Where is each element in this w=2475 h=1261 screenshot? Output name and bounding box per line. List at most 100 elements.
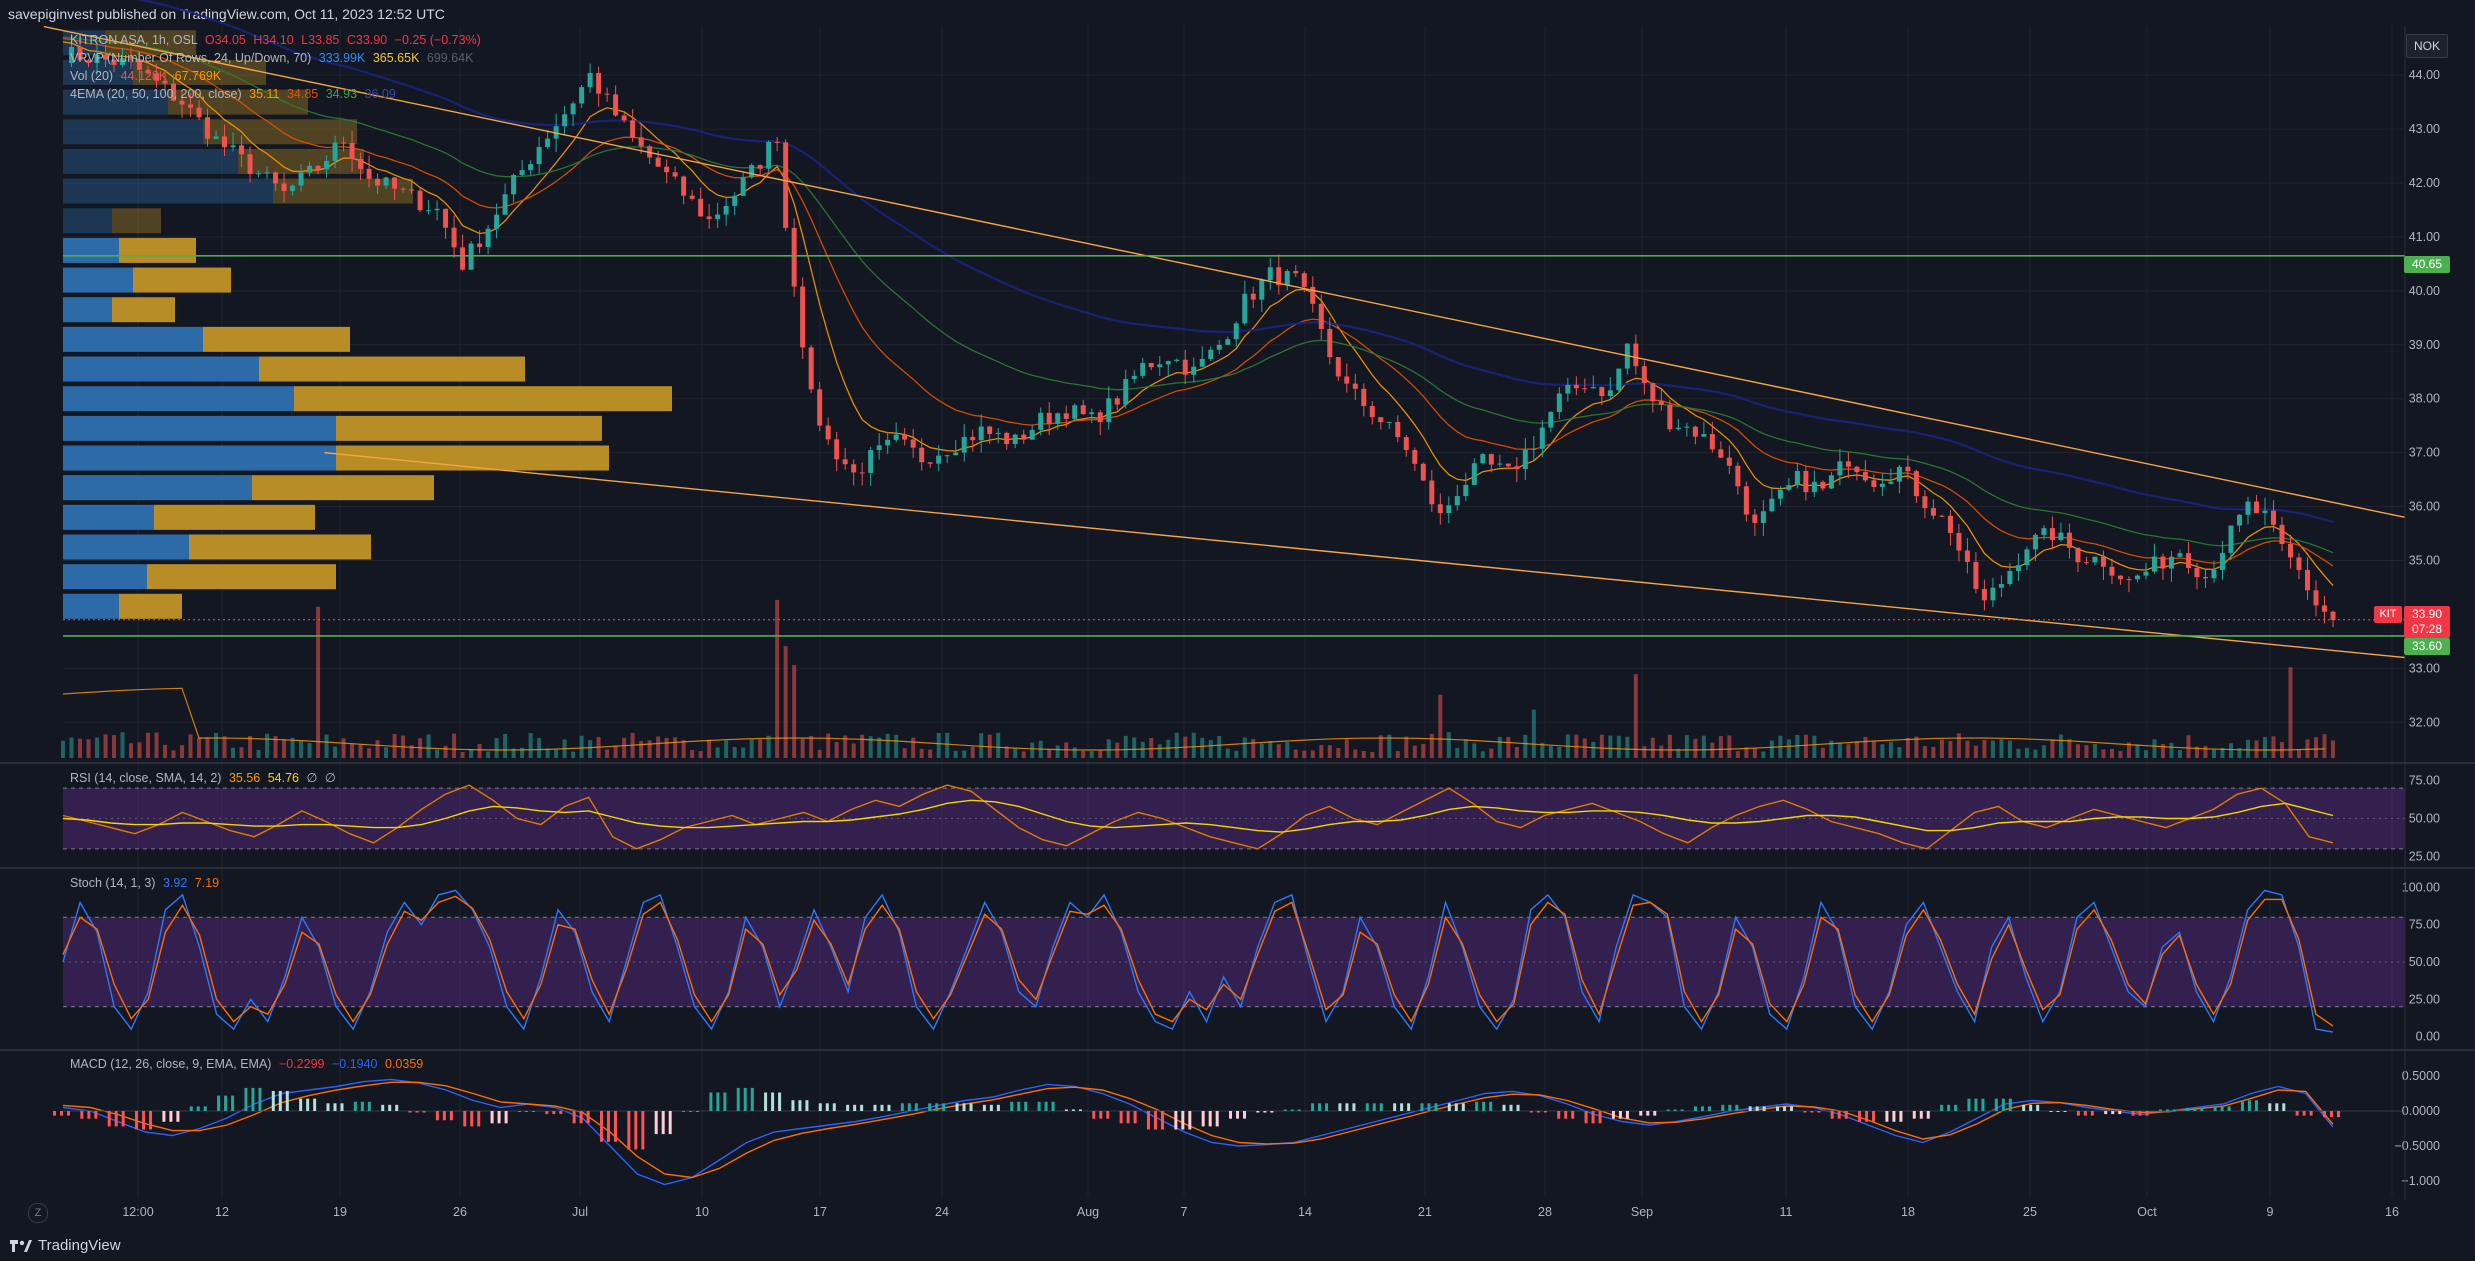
volume-bar — [188, 734, 193, 758]
candle-body — [2321, 605, 2327, 612]
y-tick-label: 0.00 — [2416, 1030, 2440, 1044]
y-tick-label: 35.00 — [2409, 553, 2440, 567]
volume-bar — [2211, 749, 2216, 758]
candle-body — [689, 195, 695, 199]
tradingview-brand[interactable]: TradingView — [10, 1237, 121, 1254]
volume-bar — [129, 743, 134, 758]
vrvp-down-bar — [273, 178, 413, 204]
x-tick-label: 19 — [333, 1205, 347, 1219]
volume-bar — [741, 747, 746, 758]
volume-bar — [843, 735, 848, 758]
candle-body — [1616, 368, 1622, 391]
volume-bar — [477, 744, 482, 758]
volume-bar — [1480, 751, 1485, 758]
volume-bar — [2322, 734, 2327, 758]
y-tick-label: 33.00 — [2409, 661, 2440, 675]
vol-ma-value: 67.769K — [174, 69, 222, 83]
candle-body — [2134, 575, 2140, 580]
low-value: L33.85 — [301, 33, 340, 47]
axes-labels: 12:00 12 19 26 Jul 10 17 24 Aug 7 14 21 28 Sep 11 18 25 O… — [122, 68, 2440, 1219]
volume-bar — [511, 748, 516, 758]
macd-histogram-bar — [1646, 1111, 1650, 1116]
stoch-legend[interactable]: Stoch (14, 1, 3) 3.92 7.19 — [70, 876, 219, 890]
volume-bar — [409, 745, 414, 758]
zoom-button[interactable]: Z — [28, 1203, 48, 1223]
volume-bar — [333, 746, 338, 758]
macd-histogram-bar — [1591, 1111, 1595, 1124]
macd-histogram-bar — [572, 1111, 576, 1124]
volume-bar — [248, 736, 253, 758]
candle-body — [213, 136, 219, 139]
candle-body — [1174, 359, 1180, 362]
candle-body — [1072, 405, 1078, 419]
symbol-name[interactable]: KITRON ASA, 1h, OSL — [70, 33, 198, 47]
candle-body — [808, 347, 814, 390]
pane-separators[interactable] — [0, 26, 2475, 1200]
candle-body — [1182, 359, 1188, 375]
macd-histogram-bar — [1994, 1098, 1998, 1111]
volume-bar — [1769, 740, 1774, 758]
close-value: C33.90 — [346, 33, 388, 47]
vol-legend[interactable]: Vol (20) 44.128K 67.769K — [70, 69, 221, 83]
vrvp-legend[interactable]: VRVP (Number Of Rows, 24, Up/Down, 70) 3… — [70, 51, 473, 65]
macd-histogram-bar — [1379, 1103, 1383, 1111]
macd-line — [62, 1078, 2334, 1186]
candle-body — [392, 177, 398, 189]
candle-body — [1539, 427, 1545, 449]
rsi-legend[interactable]: RSI (14, close, SMA, 14, 2) 35.56 54.76 … — [70, 770, 336, 785]
candle-body — [1854, 466, 1860, 473]
macd-histogram-bar — [340, 1103, 344, 1111]
macd-histogram-bar — [2076, 1111, 2080, 1116]
macd-histogram-bar — [353, 1101, 357, 1111]
ema100-value: 34.93 — [325, 87, 358, 101]
volume-bar — [316, 606, 321, 758]
trendlines[interactable] — [43, 25, 2406, 659]
macd-histogram-bar — [1482, 1101, 1486, 1111]
macd-histogram-bar — [142, 1111, 146, 1130]
currency-selector[interactable]: NOK — [2406, 34, 2448, 58]
volume-bar — [2203, 745, 2208, 758]
candle-body — [2236, 514, 2242, 526]
volume-bar — [1880, 744, 1885, 758]
volume-bar — [1514, 747, 1519, 758]
volume-bar — [1744, 747, 1749, 758]
resistance-price-tag: 40.65 — [2404, 256, 2450, 273]
volume-bar — [1149, 737, 1154, 758]
volume-bar — [979, 733, 984, 758]
volume-bar — [1310, 750, 1315, 758]
volume-bar — [486, 751, 491, 758]
candle-body — [1888, 481, 1894, 484]
candle-body — [1939, 515, 1945, 517]
volume-bar — [197, 737, 202, 758]
macd-legend[interactable]: MACD (12, 26, close, 9, EMA, EMA) −0.229… — [70, 1057, 423, 1071]
macd-histogram-bar — [1160, 1111, 1164, 1130]
volume-bar — [120, 732, 125, 758]
volume-bar — [273, 735, 278, 758]
y-tick-label: −1.000 — [2401, 1174, 2440, 1188]
chart-canvas[interactable]: 12:00 12 19 26 Jul 10 17 24 Aug 7 14 21 28 Sep 11 18 25 O… — [0, 0, 2475, 1230]
macd-histogram-bar — [1352, 1103, 1356, 1111]
candle-body — [1871, 480, 1877, 487]
x-tick-label: 7 — [1181, 1205, 1188, 1219]
candle-body — [1276, 267, 1282, 286]
ema-lines — [62, 0, 2334, 587]
macd-histogram-bar — [579, 1111, 583, 1124]
macd-histogram-bar — [1673, 1109, 1677, 1111]
macd-histogram-bar — [149, 1111, 153, 1130]
candle-body — [1471, 463, 1477, 485]
candle-body — [791, 227, 797, 287]
volume-bar — [1472, 743, 1477, 758]
macd-histogram-bar — [2302, 1111, 2306, 1116]
candle-body — [672, 172, 678, 177]
ema-legend[interactable]: 4EMA (20, 50, 100, 200, close) 35.11 34.… — [70, 87, 396, 101]
volume-bar — [2331, 740, 2335, 758]
macd-histogram-bar — [1010, 1101, 1014, 1111]
candle-body — [1905, 466, 1911, 472]
macd-histogram-bar — [1489, 1101, 1493, 1111]
candle-body — [2177, 553, 2183, 557]
candle-body — [1582, 388, 1588, 390]
candle-body — [1590, 387, 1596, 389]
macd-histogram-bar — [1700, 1106, 1704, 1111]
volume-bar — [1438, 694, 1443, 758]
macd-histogram-bar — [422, 1111, 426, 1113]
